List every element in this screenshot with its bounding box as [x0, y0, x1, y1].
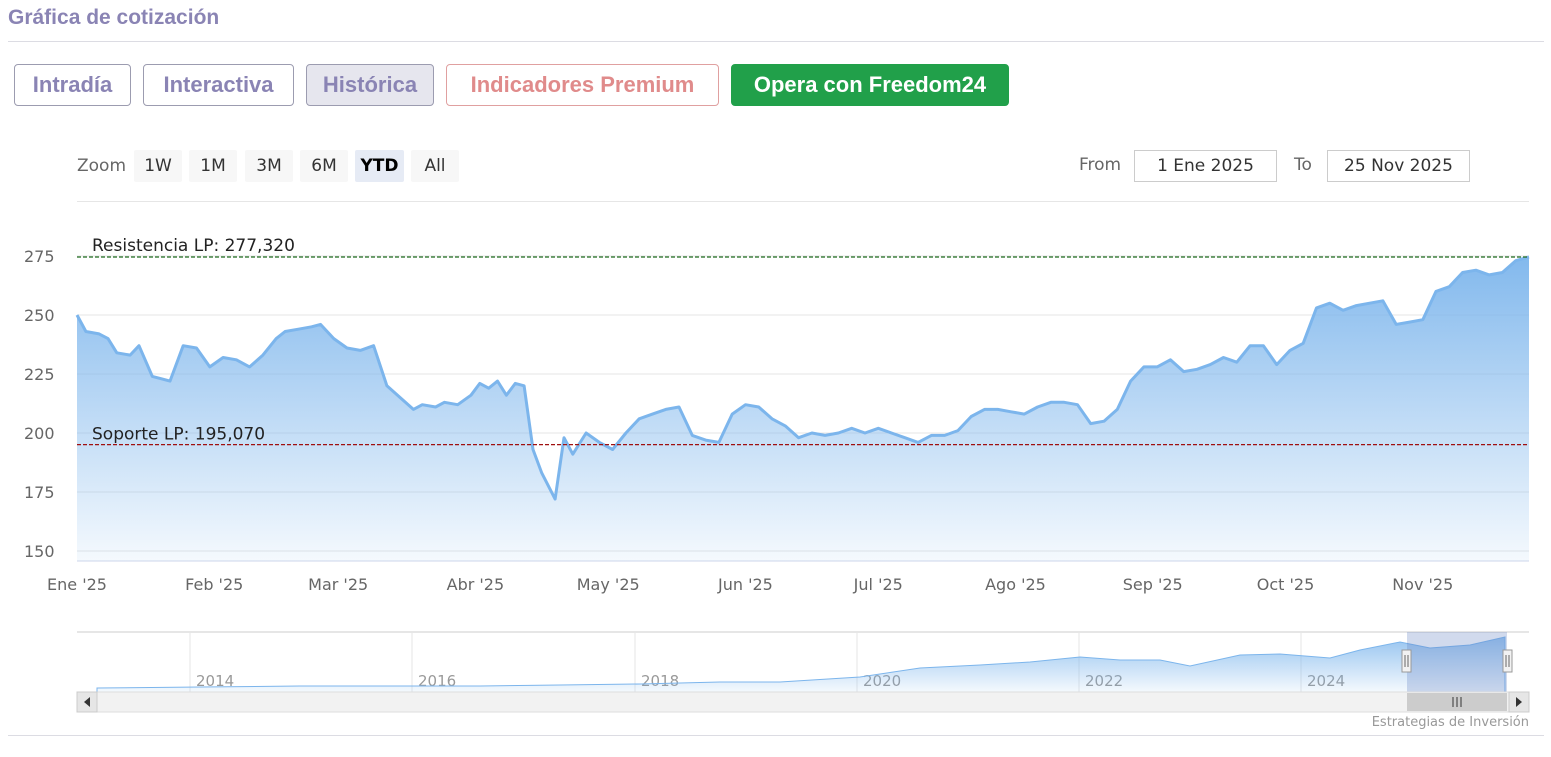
zoom-button-1w[interactable]: 1W — [134, 150, 182, 182]
x-tick-label: Sep '25 — [1123, 575, 1183, 594]
y-tick-label: 225 — [24, 365, 55, 384]
to-label: To — [1294, 155, 1312, 175]
title-divider — [8, 41, 1544, 42]
zoom-button-ytd[interactable]: YTD — [355, 150, 404, 182]
y-tick-label: 275 — [24, 247, 55, 266]
y-tick-label: 150 — [24, 542, 55, 561]
page-title: Gráfica de cotización — [8, 6, 220, 29]
to-date-input[interactable]: 25 Nov 2025 — [1327, 150, 1470, 182]
x-tick-label: May '25 — [577, 575, 640, 594]
zoom-button-3m[interactable]: 3M — [245, 150, 293, 182]
arrow-right-icon — [1516, 697, 1522, 707]
x-tick-label: Jun '25 — [717, 575, 773, 594]
price-area — [77, 257, 1529, 561]
resistance-label: Resistencia LP: 277,320 — [92, 236, 295, 256]
x-tick-label: Ene '25 — [47, 575, 107, 594]
arrow-left-icon — [84, 697, 90, 707]
from-date-input[interactable]: 1 Ene 2025 — [1134, 150, 1277, 182]
zoom-label: Zoom — [77, 156, 127, 176]
tab-histórica[interactable]: Histórica — [306, 64, 434, 106]
tab-interactiva[interactable]: Interactiva — [143, 64, 294, 106]
tab-intradía[interactable]: Intradía — [14, 64, 131, 106]
from-label: From — [1079, 155, 1122, 175]
price-line — [75, 255, 1530, 501]
tab-indicadores-premium[interactable]: Indicadores Premium — [446, 64, 719, 106]
credit-link[interactable]: Estrategias de Inversión — [1371, 715, 1529, 730]
navigator-right-handle[interactable] — [1502, 649, 1513, 673]
x-tick-label: Mar '25 — [308, 575, 368, 594]
navigator-area — [96, 636, 1506, 693]
support-label: Soporte LP: 195,070 — [92, 425, 265, 445]
x-tick-label: Oct '25 — [1257, 575, 1315, 594]
x-tick-label: Feb '25 — [185, 575, 243, 594]
y-axis-ticks: 150 175 200 225 250 275 — [24, 247, 55, 561]
navigator-left-handle[interactable] — [1401, 649, 1412, 673]
chart-top-divider — [77, 201, 1529, 202]
x-tick-label: Nov '25 — [1392, 575, 1453, 594]
y-tick-label: 200 — [24, 424, 55, 443]
zoom-button-all[interactable]: All — [411, 150, 459, 182]
y-tick-label: 175 — [24, 483, 55, 502]
navigator[interactable]: 201420162018202020222024 — [77, 631, 1529, 693]
zoom-button-6m[interactable]: 6M — [300, 150, 348, 182]
zoom-button-1m[interactable]: 1M — [189, 150, 237, 182]
navigator-tick-label: 2014 — [196, 672, 234, 690]
tab-opera-con-freedom24[interactable]: Opera con Freedom24 — [731, 64, 1009, 106]
bottom-divider — [8, 735, 1544, 736]
x-tick-label: Jul '25 — [853, 575, 903, 594]
x-axis-ticks: Ene '25 Feb '25 Mar '25 Abr '25 May '25 Jun '… — [47, 575, 1453, 594]
x-tick-label: Ago '25 — [985, 575, 1046, 594]
scrollbar[interactable] — [76, 691, 1530, 713]
navigator-selection[interactable] — [1407, 632, 1507, 692]
y-tick-label: 250 — [24, 306, 55, 325]
x-tick-label: Abr '25 — [447, 575, 505, 594]
